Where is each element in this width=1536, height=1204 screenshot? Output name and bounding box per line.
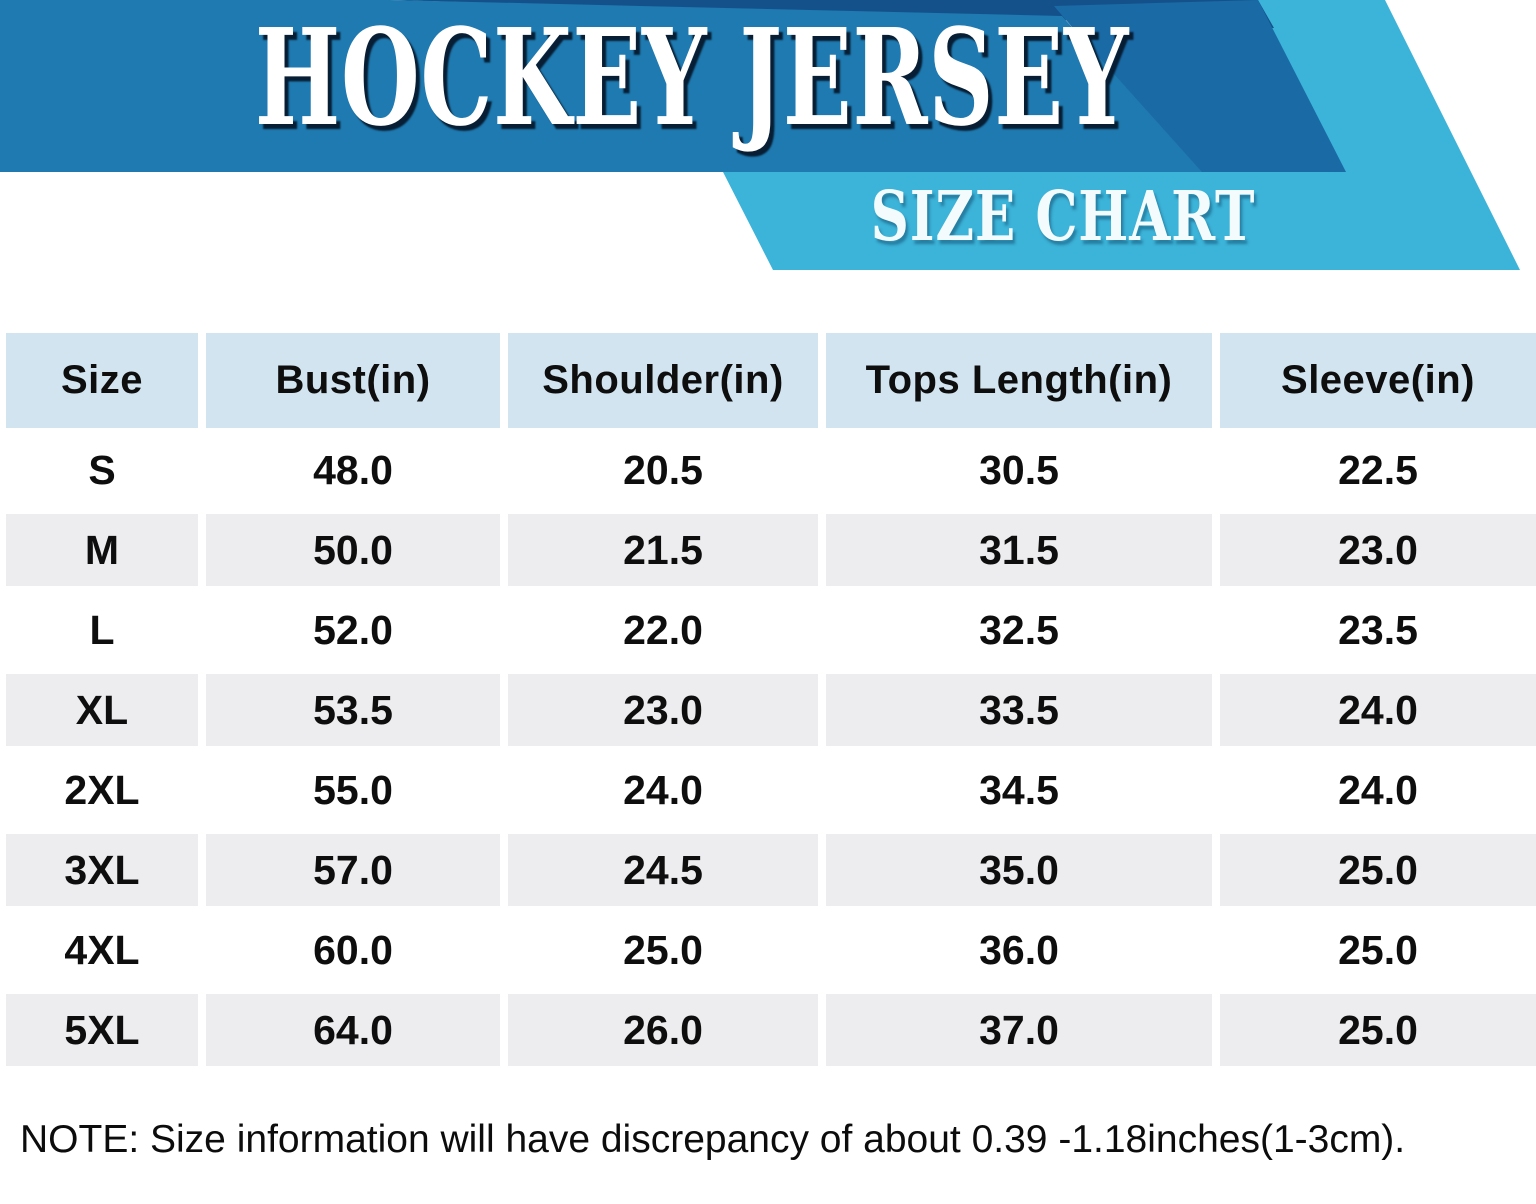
value-cell: 23.5	[1220, 590, 1536, 670]
value-cell: 60.0	[206, 910, 500, 990]
table-row: M 50.0 21.5 31.5 23.0	[6, 510, 1536, 590]
value-cell: 26.0	[508, 990, 818, 1070]
value-cell: 20.5	[508, 430, 818, 510]
size-chart-table: Size Bust(in) Shoulder(in) Tops Length(i…	[6, 333, 1536, 1070]
value-cell: 48.0	[206, 430, 500, 510]
value-cell: 24.5	[508, 830, 818, 910]
table-row: S 48.0 20.5 30.5 22.5	[6, 430, 1536, 510]
value-cell: 31.5	[826, 510, 1212, 590]
table-row: 5XL 64.0 26.0 37.0 25.0	[6, 990, 1536, 1070]
value-cell: 25.0	[1220, 990, 1536, 1070]
size-cell: M	[6, 510, 198, 590]
value-cell: 64.0	[206, 990, 500, 1070]
value-cell: 22.0	[508, 590, 818, 670]
value-cell: 25.0	[508, 910, 818, 990]
note-text: NOTE: Size information will have discrep…	[20, 1118, 1406, 1161]
value-cell: 23.0	[508, 670, 818, 750]
value-cell: 25.0	[1220, 910, 1536, 990]
value-cell: 24.0	[1220, 670, 1536, 750]
page-subtitle: SIZE CHART	[870, 177, 1256, 257]
table-row: L 52.0 22.0 32.5 23.5	[6, 590, 1536, 670]
value-cell: 33.5	[826, 670, 1212, 750]
size-cell: S	[6, 430, 198, 510]
value-cell: 23.0	[1220, 510, 1536, 590]
value-cell: 53.5	[206, 670, 500, 750]
table-row: 2XL 55.0 24.0 34.5 24.0	[6, 750, 1536, 830]
column-header-tops-length: Tops Length(in)	[826, 333, 1212, 428]
size-cell: XL	[6, 670, 198, 750]
value-cell: 22.5	[1220, 430, 1536, 510]
size-cell: L	[6, 590, 198, 670]
size-cell: 5XL	[6, 990, 198, 1070]
value-cell: 25.0	[1220, 830, 1536, 910]
page-title: HOCKEY JERSEY	[254, 0, 1130, 156]
value-cell: 32.5	[826, 590, 1212, 670]
banner: HOCKEY JERSEY SIZE CHART	[0, 0, 1536, 300]
value-cell: 24.0	[508, 750, 818, 830]
size-cell: 2XL	[6, 750, 198, 830]
value-cell: 34.5	[826, 750, 1212, 830]
value-cell: 50.0	[206, 510, 500, 590]
column-header-sleeve: Sleeve(in)	[1220, 333, 1536, 428]
table-header-row: Size Bust(in) Shoulder(in) Tops Length(i…	[6, 333, 1536, 428]
column-header-size: Size	[6, 333, 198, 428]
table-row: 3XL 57.0 24.5 35.0 25.0	[6, 830, 1536, 910]
value-cell: 52.0	[206, 590, 500, 670]
size-cell: 4XL	[6, 910, 198, 990]
table-row: XL 53.5 23.0 33.5 24.0	[6, 670, 1536, 750]
value-cell: 21.5	[508, 510, 818, 590]
table-body: S 48.0 20.5 30.5 22.5 M 50.0 21.5 31.5 23.0 L 52.0 2…	[6, 430, 1536, 1070]
value-cell: 30.5	[826, 430, 1212, 510]
value-cell: 24.0	[1220, 750, 1536, 830]
banner-blue-band	[0, 0, 1202, 172]
value-cell: 35.0	[826, 830, 1212, 910]
value-cell: 55.0	[206, 750, 500, 830]
size-cell: 3XL	[6, 830, 198, 910]
value-cell: 37.0	[826, 990, 1212, 1070]
column-header-bust: Bust(in)	[206, 333, 500, 428]
table-row: 4XL 60.0 25.0 36.0 25.0	[6, 910, 1536, 990]
column-header-shoulder: Shoulder(in)	[508, 333, 818, 428]
value-cell: 36.0	[826, 910, 1212, 990]
value-cell: 57.0	[206, 830, 500, 910]
